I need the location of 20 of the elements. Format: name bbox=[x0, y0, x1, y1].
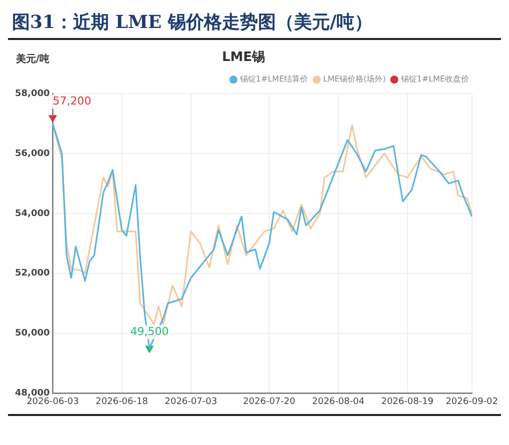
data-label: 49,500 bbox=[130, 325, 169, 338]
x-tick-label: 2026-06-03 bbox=[26, 396, 79, 407]
legend-label: 锡锭1#LME结算价 bbox=[238, 74, 308, 84]
legend-label: 锡锭1#LME收盘价 bbox=[400, 74, 470, 84]
y-axis-title: 美元/吨 bbox=[14, 53, 50, 66]
chart-title: 图31：近期 LME 锡价格走势图（美元/吨） bbox=[8, 8, 501, 40]
y-tick-label: 58,000 bbox=[14, 88, 50, 99]
y-tick-label: 52,000 bbox=[14, 268, 50, 279]
x-tick-label: 2026-09-02 bbox=[446, 396, 498, 407]
legend-label: LME锡价格(场外) bbox=[323, 74, 386, 84]
x-tick-label: 2026-07-03 bbox=[164, 396, 218, 407]
y-tick-label: 56,000 bbox=[14, 148, 50, 159]
x-tick-label: 2026-08-19 bbox=[381, 396, 434, 407]
chart-subtitle: LME锡 bbox=[222, 50, 266, 66]
y-tick-label: 54,000 bbox=[14, 208, 50, 219]
x-tick-label: 2026-08-04 bbox=[312, 396, 365, 407]
data-label: 57,200 bbox=[52, 94, 92, 108]
x-tick-label: 2026-07-20 bbox=[243, 396, 296, 407]
y-tick-label: 50,000 bbox=[14, 328, 50, 339]
x-tick-label: 2026-06-18 bbox=[96, 396, 148, 407]
